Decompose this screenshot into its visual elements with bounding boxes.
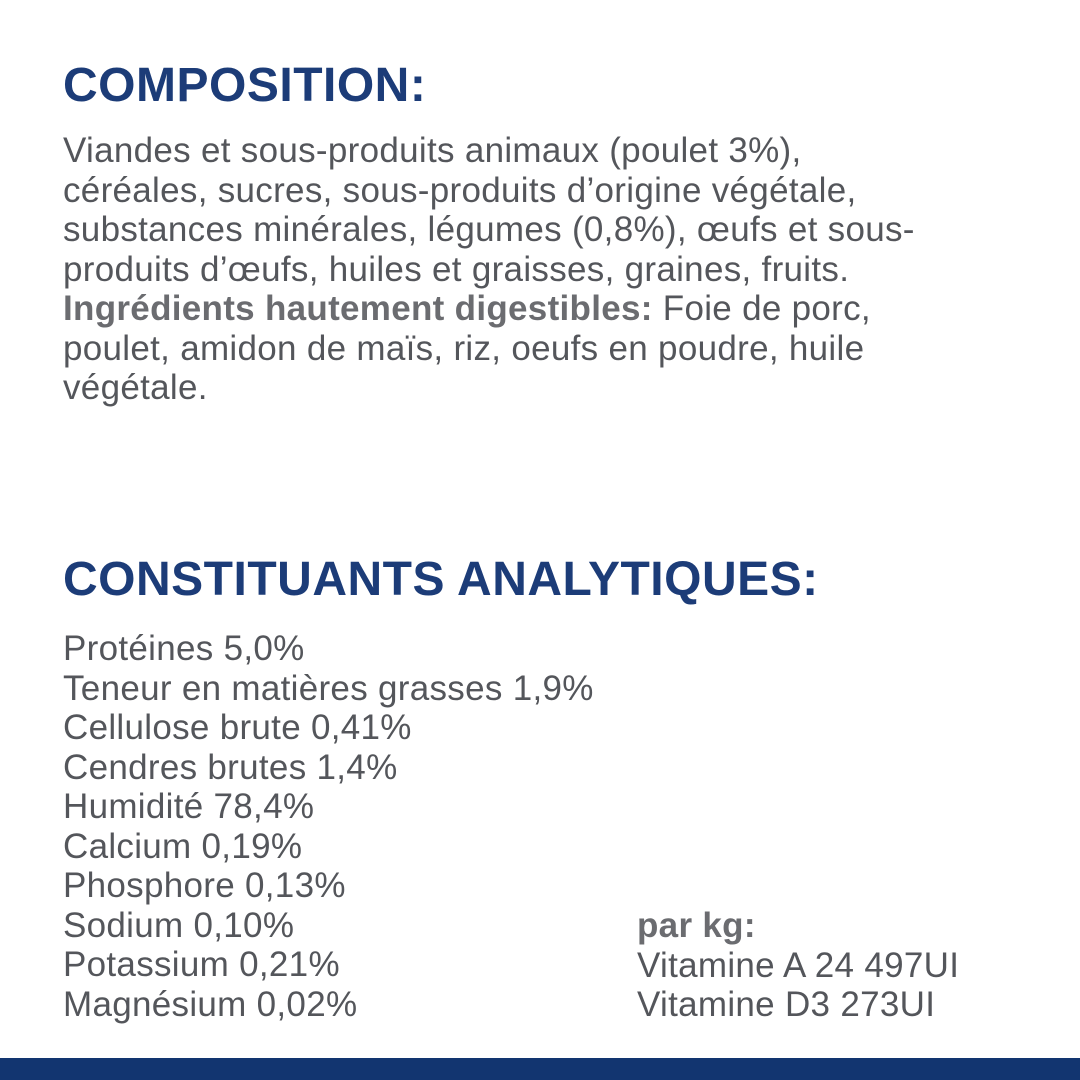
constituent-item-matieres-grasses: Teneur en matières grasses 1,9% xyxy=(63,668,594,708)
constituent-item-cendres: Cendres brutes 1,4% xyxy=(63,747,398,787)
composition-line-text: céréales, sucres, sous-produits d’origin… xyxy=(63,170,857,210)
constituent-item-sodium: Sodium 0,10% xyxy=(63,905,295,945)
constituent-item-magnesium: Magnésium 0,02% xyxy=(63,984,358,1024)
composition-line: Ingrédients hautement digestibles: Foie … xyxy=(63,289,1043,329)
composition-line-text: Viandes et sous-produits animaux (poulet… xyxy=(63,131,802,170)
bottom-accent-bar xyxy=(0,1058,1080,1080)
composition-line-bold: Ingrédients hautement digestibles: xyxy=(63,289,653,328)
composition-line: végétale. xyxy=(63,368,1043,408)
constituent-item-cellulose: Cellulose brute 0,41% xyxy=(63,708,412,747)
constituents-list: Protéines 5,0% Teneur en matières grasse… xyxy=(63,629,594,1024)
per-kg-item-vitamine-a: Vitamine A 24 497UI xyxy=(637,945,960,985)
analytical-constituents-heading: CONSTITUANTS ANALYTIQUES: xyxy=(63,553,819,606)
composition-line: céréales, sucres, sous-produits d’origin… xyxy=(63,171,1043,211)
composition-line: Viandes et sous-produits animaux (poulet… xyxy=(63,131,1043,171)
composition-line-text: Foie de porc, xyxy=(652,289,871,328)
constituent-item-proteines: Protéines 5,0% xyxy=(63,629,305,668)
composition-line: poulet, amidon de maïs, riz, oeufs en po… xyxy=(63,329,1043,369)
composition-line: produits d’œufs, huiles et graisses, gra… xyxy=(63,250,1043,290)
per-kg-item-vitamine-d3: Vitamine D3 273UI xyxy=(637,985,936,1024)
constituent-item-phosphore: Phosphore 0,13% xyxy=(63,866,346,905)
constituent-item-humidite: Humidité 78,4% xyxy=(63,787,315,826)
per-kg-block: par kg: Vitamine A 24 497UI Vitamine D3 … xyxy=(637,906,959,1025)
composition-line-text: poulet, amidon de maïs, riz, oeufs en po… xyxy=(63,328,865,368)
composition-line-text: produits d’œufs, huiles et graisses, gra… xyxy=(63,249,850,289)
per-kg-label: par kg: xyxy=(637,906,756,945)
composition-line: substances minérales, légumes (0,8%), œu… xyxy=(63,210,1043,250)
composition-line-text: substances minérales, légumes (0,8%), œu… xyxy=(63,210,915,249)
constituent-item-calcium: Calcium 0,19% xyxy=(63,826,303,866)
composition-heading: COMPOSITION: xyxy=(63,59,427,112)
composition-line-text: végétale. xyxy=(63,368,208,407)
constituent-item-potassium: Potassium 0,21% xyxy=(63,945,340,984)
composition-body: Viandes et sous-produits animaux (poulet… xyxy=(63,131,1043,408)
